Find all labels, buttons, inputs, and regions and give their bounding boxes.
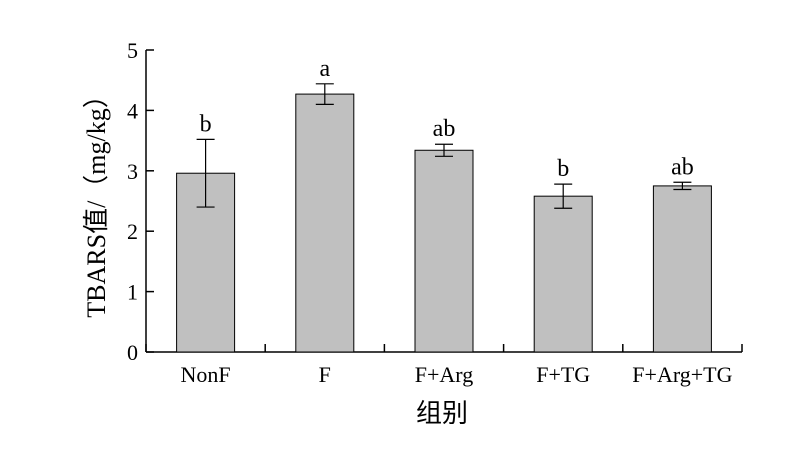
y-tick-label: 4: [127, 98, 138, 123]
y-tick-label: 1: [127, 280, 138, 305]
y-axis-title: TBARS值/（mg/kg）: [82, 82, 111, 317]
y-axis: 0 1 2 3 4 5: [127, 38, 154, 365]
y-tick-label: 0: [127, 340, 138, 365]
bar-F+Arg: [414, 149, 474, 353]
significance-label: a: [319, 56, 330, 82]
y-tick-label: 2: [127, 219, 138, 244]
significance-label: b: [557, 156, 569, 182]
x-tick-label: F+Arg: [415, 362, 473, 387]
y-tick-label: 3: [127, 159, 138, 184]
x-axis-title: 组别: [416, 399, 468, 428]
x-tick-label: F+Arg+TG: [632, 362, 732, 387]
significance-letters: b a ab b ab: [200, 56, 694, 182]
significance-label: ab: [433, 116, 456, 142]
y-tick-label: 5: [127, 38, 138, 63]
significance-label: ab: [671, 154, 694, 180]
error-bars: [196, 83, 692, 209]
bar-F+TG: [533, 195, 593, 353]
bar-F+Arg+TG: [652, 185, 712, 353]
x-tick-label: NonF: [181, 362, 231, 387]
significance-label: b: [200, 111, 212, 137]
bar-F: [295, 93, 355, 353]
x-tick-label: F+TG: [536, 362, 590, 387]
x-axis: NonF F F+Arg F+TG F+Arg+TG: [145, 344, 743, 387]
x-tick-label: F: [319, 362, 331, 387]
